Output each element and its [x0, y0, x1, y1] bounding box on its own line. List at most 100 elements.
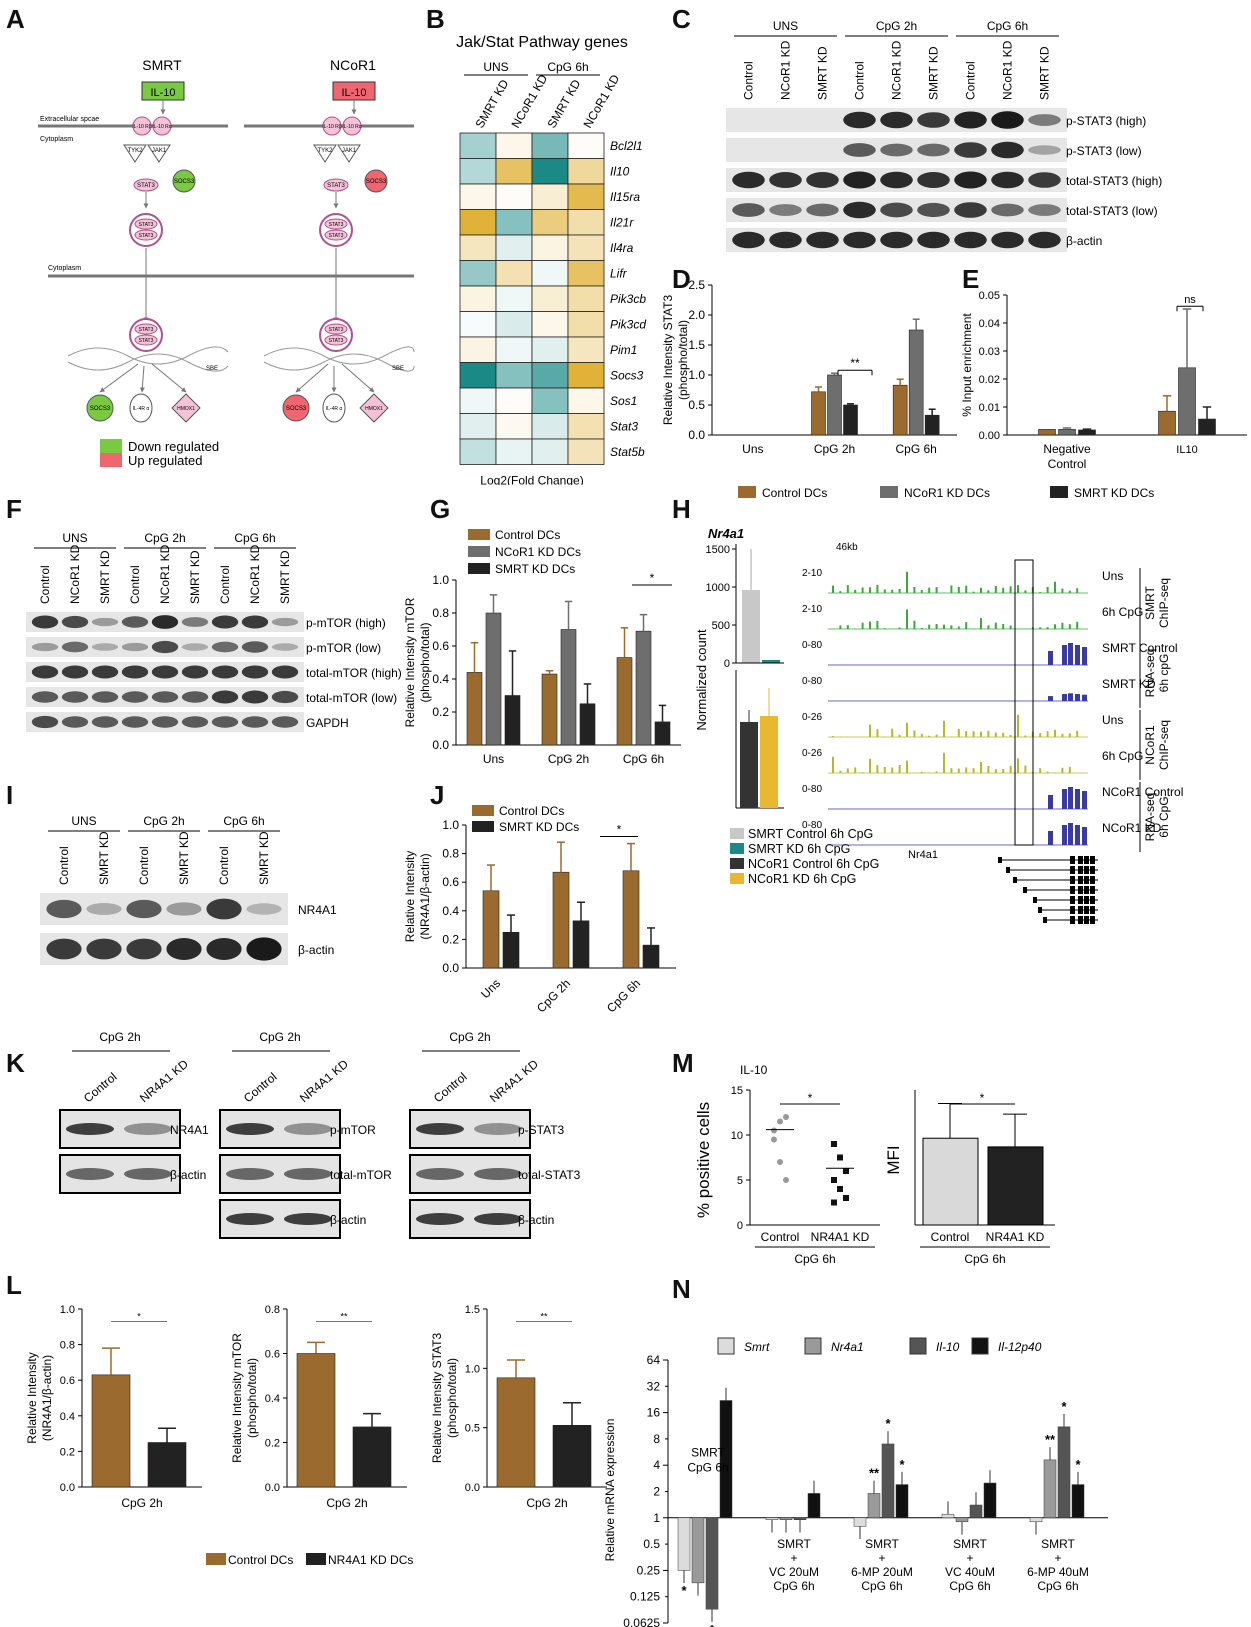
h-track-peak: [869, 758, 871, 773]
blot-band: [732, 231, 765, 249]
n-y-tick: 4: [653, 1458, 660, 1472]
h-track-peak: [935, 623, 938, 629]
blot-lane-label: NCoR1 KD: [890, 40, 904, 100]
blot-band: [843, 171, 876, 189]
blot-band: [121, 691, 149, 703]
h-track-peak: [854, 589, 857, 593]
panel-c-western-blot: UNS CpG 2h CpG 6h Control NCoR1 KD SMRT KD Con…: [726, 19, 1162, 252]
blot-band: [1028, 145, 1061, 155]
y-tick-label: 0.8: [432, 606, 449, 620]
heatmap-cell: [459, 260, 497, 287]
h-track-peak: [846, 768, 849, 773]
h-track-peak: [1046, 586, 1049, 593]
heatmap-cell: [567, 387, 605, 414]
h-track-peak: [1048, 831, 1053, 845]
legend-swatch: [468, 546, 490, 557]
blot-band: [806, 231, 839, 249]
legend-label: SMRT KD DCs: [495, 562, 575, 576]
panel-m-charts: IL-10 0 5 10 15 Control NR4A1 KD * % positive ce…: [694, 1063, 1055, 1266]
h-track-peak: [950, 585, 953, 593]
blot-band: [954, 142, 987, 158]
bar: [1058, 429, 1076, 436]
blot-band: [843, 143, 876, 157]
blot-lane-label: SMRT KD: [927, 46, 941, 100]
l-y-tick: 0.6: [60, 1375, 75, 1387]
h-track-peak: [987, 590, 990, 593]
h-track-peak: [861, 587, 864, 593]
blot-band: [151, 665, 179, 679]
h-track-range: 0-80: [802, 820, 822, 831]
heatmap-gene-label: Lifr: [610, 267, 628, 281]
blot-lane-label: Control: [57, 846, 71, 885]
h-track-peak: [1039, 627, 1042, 629]
y-tick-label: 0.8: [442, 847, 459, 861]
blot-band: [917, 112, 950, 128]
heatmap-group-cpg: CpG 6h: [547, 60, 588, 74]
n-group-label: +: [966, 1551, 973, 1565]
blot-row-label: p-mTOR (high): [306, 616, 386, 630]
legend-l: Control DCs NR4A1 KD DCs: [206, 1553, 413, 1567]
m-point: [783, 1177, 789, 1183]
legend-label: NCoR1 KD DCs: [904, 486, 990, 500]
m-point: [831, 1199, 837, 1206]
blot-band: [211, 716, 239, 728]
h-track-peak: [1054, 624, 1056, 629]
n-group-label: CpG 6h: [687, 1461, 728, 1475]
heatmap-column-label: NCoR1 KD: [508, 72, 550, 131]
n-bar: [1043, 1459, 1057, 1519]
h-track-peak: [1024, 765, 1027, 773]
k-band: [416, 1168, 464, 1180]
svg-text:HMOX1: HMOX1: [177, 406, 195, 412]
y-tick-label: 0.0: [688, 428, 705, 442]
blot-row-label: GAPDH: [306, 716, 349, 730]
h-track-peak: [1054, 729, 1056, 737]
blot-band: [121, 642, 149, 652]
n-star: *: [885, 1416, 891, 1431]
n-bar: [983, 1482, 997, 1519]
n-group-label: CpG 6h: [949, 1579, 990, 1593]
svg-text:IL-10: IL-10: [341, 87, 366, 99]
h-track-label: 6h CpG: [1102, 749, 1143, 763]
blot-band: [241, 641, 269, 653]
blot-group-label: UNS: [62, 531, 87, 545]
blot-lane-label: SMRT KD: [278, 550, 292, 604]
blot-band: [880, 202, 913, 218]
x-tick-label: Uns: [483, 752, 504, 766]
blot-group-label: CpG 2h: [876, 19, 917, 33]
y-axis-label: (phospho/total): [676, 320, 690, 400]
h-track-peak: [1062, 694, 1067, 701]
n-legend-swatch: [909, 1337, 927, 1355]
h-track-label: SMRT KD: [1102, 677, 1156, 691]
h-track-peak: [980, 762, 982, 773]
legend-swatch: [880, 486, 898, 498]
h-track-peak: [869, 587, 871, 593]
l-legend-label: NR4A1 KD DCs: [328, 1553, 413, 1567]
n-group-label: CpG 6h: [773, 1579, 814, 1593]
h-y-tick: 1000: [706, 582, 730, 594]
heatmap-column-label: SMRT KD: [472, 77, 511, 131]
heatmap-cell: [567, 234, 605, 261]
h-track-peak: [950, 625, 953, 629]
h-track-peak: [832, 736, 834, 737]
m-mfi-x-label: NR4A1 KD: [986, 1230, 1045, 1244]
blot-band: [31, 615, 59, 629]
h-track-peak: [832, 756, 834, 773]
heatmap-cell: [459, 362, 497, 389]
l-legend-label: Control DCs: [228, 1553, 293, 1567]
svg-text:STAT3: STAT3: [139, 233, 154, 239]
blot-band: [241, 615, 269, 629]
y-tick-label: 1.0: [442, 818, 459, 832]
h-track-peak: [1039, 768, 1042, 773]
h-track-label: Uns: [1102, 713, 1123, 727]
h-track-peak: [957, 626, 960, 629]
h-track-peak: [1075, 825, 1080, 845]
heatmap-cell: [531, 260, 569, 287]
h-y-tick: 1500: [706, 544, 730, 556]
svg-text:SOCS3: SOCS3: [174, 179, 195, 185]
k-lane-label: Control: [241, 1070, 280, 1106]
blot-lane-label: Control: [742, 61, 756, 100]
heatmap-cell: [495, 260, 533, 287]
h-track-peak: [1068, 823, 1073, 845]
h-legend-swatch: [730, 828, 744, 839]
svg-text:IL-4R α: IL-4R α: [133, 406, 150, 412]
